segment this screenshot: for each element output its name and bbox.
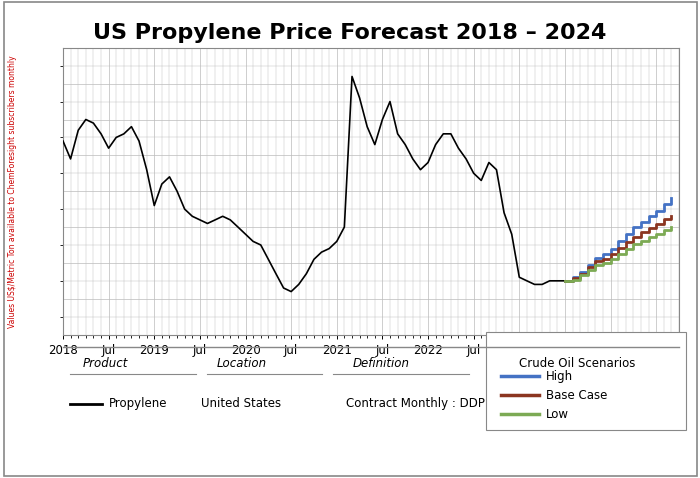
Text: Propylene: Propylene: [108, 397, 167, 411]
Text: Product: Product: [83, 358, 127, 370]
Text: Contract Monthly : DDP: Contract Monthly : DDP: [346, 397, 485, 411]
Text: Definition: Definition: [353, 358, 410, 370]
Text: Low: Low: [546, 408, 569, 421]
Text: High: High: [546, 369, 573, 383]
Text: United States: United States: [202, 397, 281, 411]
Text: Base Case: Base Case: [546, 389, 608, 402]
Text: Crude Oil Scenarios: Crude Oil Scenarios: [519, 358, 636, 370]
Text: Values US$/Metric Ton available to ChemForesight subscribers monthly: Values US$/Metric Ton available to ChemF…: [8, 55, 17, 327]
Text: US Propylene Price Forecast 2018 – 2024: US Propylene Price Forecast 2018 – 2024: [93, 23, 607, 43]
Text: Location: Location: [216, 358, 267, 370]
